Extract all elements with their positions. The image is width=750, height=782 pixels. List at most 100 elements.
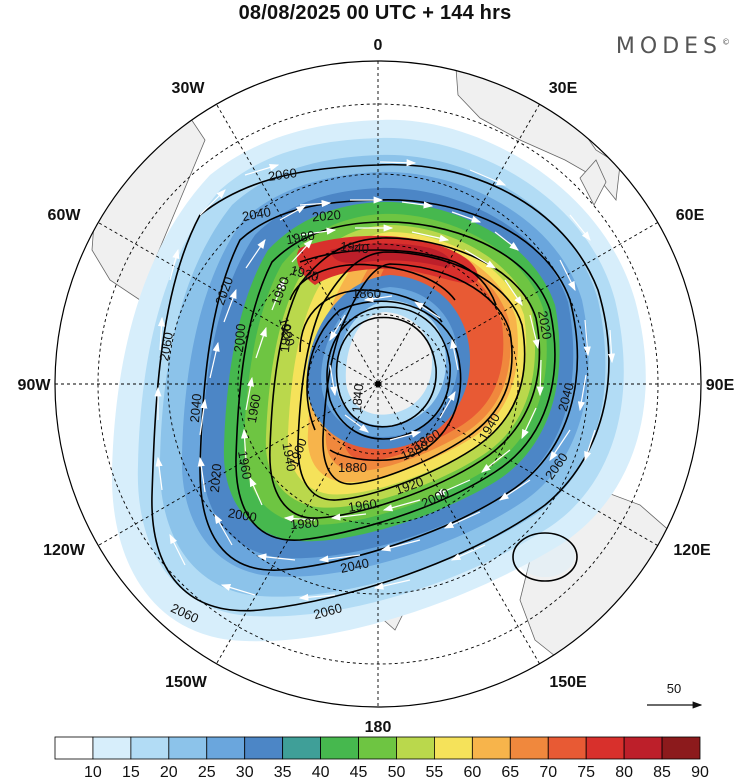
- contour-1840: [335, 316, 437, 428]
- contour-2060: [151, 163, 610, 612]
- contour-label-1940: 1940: [339, 239, 369, 256]
- wind-arrow: [569, 214, 591, 241]
- colorbar-swatch: [661, 736, 701, 760]
- wind-arrow: [299, 199, 332, 208]
- colorbar-swatch: [623, 736, 663, 760]
- colorbar-swatch: [130, 736, 170, 760]
- graticule: [55, 61, 701, 707]
- contour-label-1840: 1840: [349, 383, 366, 413]
- colorbar-swatch: [320, 736, 359, 760]
- wind-arrow: [469, 169, 507, 186]
- south-pole-marker: [375, 381, 381, 387]
- wind-arrow: [411, 231, 450, 242]
- wind-arrow: [382, 499, 421, 512]
- contour-label-2040: 2040: [187, 393, 204, 423]
- contour-label-2000: 2000: [227, 505, 258, 525]
- contour-2020: [235, 221, 556, 541]
- wind-speed-shading: [111, 119, 646, 642]
- wind-arrow: [389, 430, 422, 441]
- band-85: [330, 243, 451, 268]
- colorbar-tick-label: 80: [615, 764, 633, 781]
- contour-label-2020: 2020: [207, 463, 224, 493]
- contour-label-2040: 2040: [339, 555, 370, 576]
- contour-label-1960: 1960: [347, 496, 378, 515]
- wind-arrow: [379, 159, 417, 167]
- wind-arrow: [157, 316, 166, 351]
- colorbar-swatch: [471, 736, 511, 760]
- wind-arrow: [577, 374, 587, 412]
- modes-logo: MODES©: [616, 34, 730, 59]
- wind-arrow: [607, 329, 616, 364]
- lon-label-120w: 120W: [43, 542, 86, 559]
- wind-arrow: [318, 554, 361, 563]
- wind-arrow: [244, 163, 280, 176]
- colorbar-swatch: [206, 736, 246, 760]
- contour-label-1960: 1960: [235, 449, 255, 480]
- wind-arrow: [559, 259, 576, 292]
- wind-arrow: [245, 239, 266, 269]
- contour-2040: [199, 199, 579, 571]
- wind-arrow: [451, 211, 482, 223]
- colorbar-swatch: [92, 736, 132, 760]
- colorbar-tick-label: 75: [577, 764, 595, 781]
- wind-vectors: [154, 159, 616, 601]
- wind-arrow: [299, 227, 337, 236]
- lon-label-0: 0: [374, 37, 383, 54]
- contour-label-1880: 1880: [338, 460, 367, 475]
- wind-arrow: [549, 429, 571, 461]
- wind-arrow: [499, 479, 531, 501]
- lon-label-180: 180: [365, 719, 392, 736]
- wind-arrow: [169, 533, 186, 566]
- wind-arrow: [504, 279, 523, 306]
- wind-arrow: [255, 326, 267, 359]
- colorbar-swatch: [168, 736, 208, 760]
- contour-1980: [297, 251, 526, 501]
- wind-arrow: [401, 201, 434, 209]
- contour-label-1940: 1940: [279, 441, 299, 472]
- australia-high-shading: [515, 533, 575, 577]
- height-contours: [151, 163, 610, 612]
- lon-label-90e: 90E: [706, 377, 735, 394]
- reference-vector: 50: [647, 681, 703, 709]
- wind-arrow: [536, 359, 544, 397]
- map-boundary: [54, 60, 702, 708]
- wind-arrow: [199, 189, 226, 216]
- wind-arrow: [330, 513, 367, 521]
- colorbar-swatch: [282, 736, 321, 760]
- longitude-labels: 0 30E 60E 90E 120E 150E 180 150W 120W 90…: [18, 37, 735, 736]
- wind-arrow: [223, 288, 237, 323]
- contour-1940: [299, 249, 497, 306]
- wind-arrow: [583, 319, 591, 357]
- colorbar-tick-label: 15: [122, 764, 140, 781]
- contour-label-2020: 2020: [311, 207, 341, 224]
- colorbar-swatch: [585, 736, 625, 760]
- colorbar-swatch: [54, 736, 94, 760]
- wind-arrow: [494, 231, 519, 251]
- logo-copyright-mark: ©: [722, 37, 730, 47]
- wind-arrow: [240, 428, 249, 461]
- wind-arrow: [169, 248, 180, 281]
- contour-1860: [326, 306, 451, 440]
- colorbar-swatch: [396, 736, 435, 760]
- wind-arrow: [298, 593, 336, 601]
- colorbar: 10 15 20 25 30 35 40 45 50 55 60 65 70 75 80 85 90: [54, 736, 709, 781]
- wind-arrow: [464, 249, 497, 269]
- wind-arrow: [344, 414, 369, 433]
- wind-arrow: [584, 429, 596, 462]
- colorbar-tick-label: 50: [388, 764, 406, 781]
- contour-label-1980: 1980: [285, 228, 316, 248]
- contour-label-2060: 2060: [312, 600, 344, 622]
- wind-arrow: [443, 511, 481, 529]
- wind-arrow: [329, 314, 346, 342]
- colorbar-swatch: [244, 736, 284, 760]
- contour-2000: [269, 237, 541, 519]
- lon-label-60e: 60E: [676, 207, 705, 224]
- colorbar-tick-label: 40: [312, 764, 330, 781]
- contour-1960: [322, 263, 513, 485]
- contour-label-1920: 1920: [277, 323, 294, 353]
- wind-arrow: [529, 314, 540, 350]
- lon-label-30e: 30E: [549, 80, 578, 97]
- wind-arrow: [373, 579, 411, 590]
- colorbar-tick-label: 25: [198, 764, 216, 781]
- lon-label-30w: 30W: [172, 80, 206, 97]
